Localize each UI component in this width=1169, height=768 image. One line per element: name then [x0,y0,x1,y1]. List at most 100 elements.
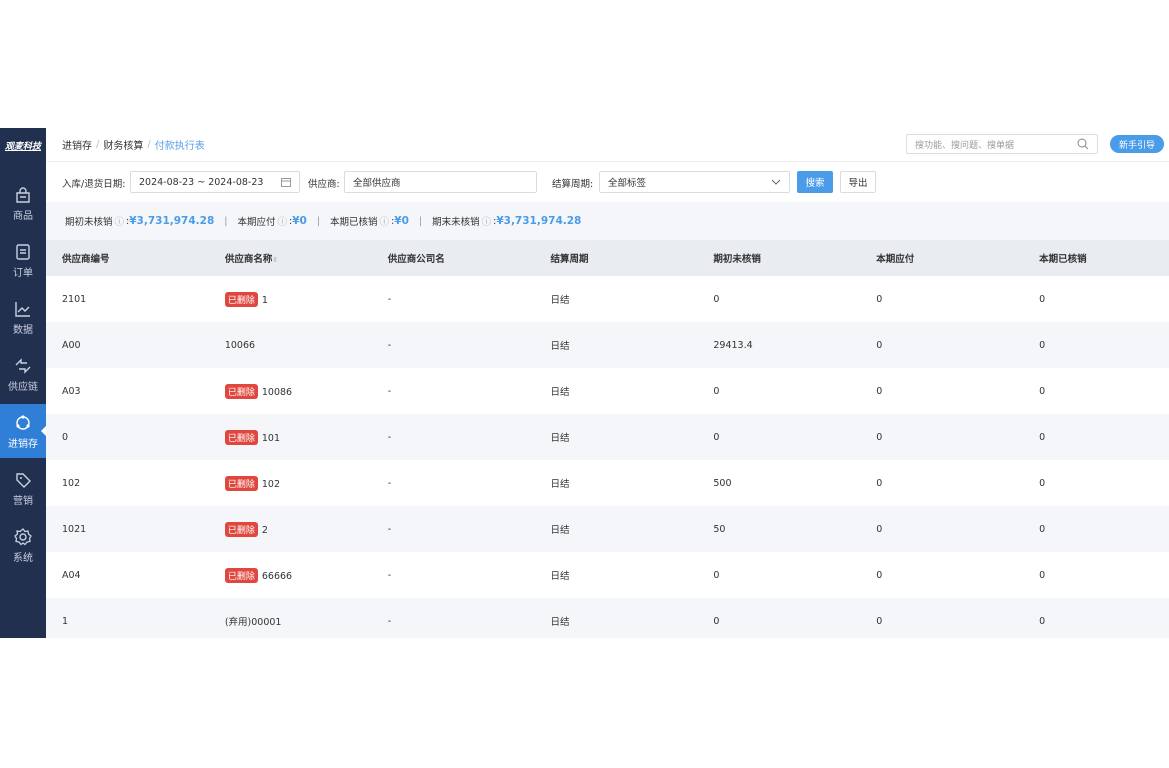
exchange-icon [15,357,31,374]
cell-cycle: 日结 [534,414,698,460]
deleted-badge: 已删除 [224,429,258,445]
cell-code: 2101 [62,293,87,305]
table-row[interactable]: A03 已删除 10086 - 日结 0 0 0 [46,368,1169,414]
cell-name: 已删除 101 [208,414,372,460]
sidebar-item-1[interactable]: 订单 [0,233,46,287]
cell-company: - [371,322,535,368]
sidebar-item-2[interactable]: 数据 [0,290,46,344]
cell-cycle: 日结 [550,571,570,582]
search-icon[interactable] [1077,138,1089,150]
summary-bar: 期初未核销 ⓘ: ¥3,731,974.28 | 本期应付 ⓘ: ¥0 | 本期已核销 ⓘ: ¥0 |… [46,202,1169,240]
cell-cycle: 日结 [534,598,698,638]
cell-settled: 0 [1023,414,1169,460]
filter-bar: 入库/退货日期: 2024-08-23 ~ 2024-08-23 供应商: 全部… [46,162,1169,202]
table-row[interactable]: 102 已删除 102 - 日结 500 0 0 [46,460,1169,506]
sidebar-item-4[interactable]: 进销存 [0,404,46,458]
help-icon[interactable]: ⓘ [481,217,492,228]
help-icon[interactable]: ⓘ [277,217,287,228]
cell-code: 102 [62,477,81,489]
table-row[interactable]: A04 已删除 66666 - 日结 0 0 0 [46,552,1169,598]
cell-opening: 500 [713,477,732,489]
sidebar-item-label: 订单 [13,267,33,279]
sidebar-item-5[interactable]: 营销 [0,461,46,515]
sidebar-item-label: 商品 [13,210,33,222]
app: 观麦科技 商品 订单 数据 供应链 进销存 营销 系统 进销存 / 财务核算 / 付款执行表 搜… [0,128,1169,638]
deleted-badge: 已删除 [224,567,258,583]
sidebar-item-6[interactable]: 系统 [0,518,46,572]
date-range-input[interactable]: 2024-08-23 ~ 2024-08-23 [130,171,300,193]
divider: | [316,215,321,227]
cell-payable: 0 [860,322,1024,368]
cell-payable: 0 [876,293,883,305]
cell-settled: 0 [1023,322,1169,368]
cell-opening: 0 [697,598,861,638]
cell-company: - [387,477,392,489]
cell-cycle: 日结 [534,322,698,368]
cell-settled: 0 [1039,477,1046,489]
table-row[interactable]: 1 (弃用)00001- 日结 0 0 0 [46,598,1169,638]
table-row[interactable]: 2101 已删除 1 - 日结 0 0 0 [46,276,1169,322]
cell-payable: 0 [860,414,1024,460]
inventory-icon [16,414,30,430]
cell-company: - [371,598,535,638]
help-icon[interactable]: ⓘ [379,217,390,228]
main: 进销存 / 财务核算 / 付款执行表 搜功能、搜问题、搜单据 新手引导 入库/退货日… [46,128,1169,638]
breadcrumb: 进销存 / 财务核算 / 付款执行表 搜功能、搜问题、搜单据 新手引导 [46,128,1169,162]
column-header: 供应商编号 [46,240,209,276]
column-header: 本期已核销 [1023,240,1169,276]
cell-opening: 50 [697,506,861,552]
deleted-badge: 已删除 [224,521,258,537]
deleted-badge: 已删除 [224,383,258,399]
table-row[interactable]: A00 10066- 日结 29413.4 0 0 [46,322,1169,368]
global-search-input[interactable]: 搜功能、搜问题、搜单据 [906,134,1098,154]
column-header: 结算周期 [534,240,698,276]
cell-company: - [371,414,535,460]
sort-icon[interactable]: ⇕ [272,256,279,264]
chart-icon [15,301,30,317]
sidebar-item-label: 供应链 [8,381,38,393]
divider: | [224,215,228,227]
column-header[interactable]: 供应商名称⇕ [208,240,372,276]
divider: | [418,215,423,227]
cell-payable: 0 [876,477,883,489]
search-button[interactable]: 搜索 [797,171,833,193]
cell-name: 已删除 1 [209,276,372,322]
sidebar-item-label: 进销存 [8,438,38,450]
column-header: 期初未核销 [697,240,861,276]
column-header: 本期应付 [860,240,1024,276]
cell-opening: 0 [697,414,861,460]
sidebar-item-3[interactable]: 供应链 [0,347,46,401]
guide-button[interactable]: 新手引导 [1110,135,1164,153]
summary-label: 期初未核销 [65,217,113,228]
help-icon[interactable]: ⓘ [114,217,125,228]
table-row[interactable]: 0 已删除 101- 日结 0 0 0 [46,414,1169,460]
cell-code: A03 [62,385,81,397]
sidebar-item-label: 系统 [13,552,33,564]
summary-value: ¥3,731,974.28 [496,215,582,227]
cell-cycle: 日结 [534,506,698,552]
date-label: 入库/退货日期: [62,179,126,190]
cycle-select[interactable]: 全部标签 [599,171,790,193]
sidebar-item-0[interactable]: 商品 [0,176,46,230]
cell-company: - [387,569,392,581]
cell-cycle: 日结 [550,479,570,490]
cell-code: A04 [62,569,81,581]
export-button[interactable]: 导出 [840,171,876,193]
breadcrumb-item[interactable]: 财务核算 [103,141,144,152]
sidebar-item-label: 营销 [13,495,33,507]
summary-label: 本期应付 [237,217,276,228]
chevron-down-icon [771,179,781,185]
cell-payable: 0 [860,506,1024,552]
cell-code: 1021 [46,506,209,552]
cell-code: 1 [46,598,209,638]
breadcrumb-item[interactable]: 进销存 [62,141,92,152]
supplier-input[interactable]: 全部供应商 [344,171,537,193]
cell-company: - [387,293,392,305]
column-header: 供应商公司名 [371,240,535,276]
table-row[interactable]: 1021 已删除 2- 日结 50 0 0 [46,506,1169,552]
cycle-label: 结算周期: [552,179,594,190]
summary-value: ¥3,731,974.28 [129,215,215,227]
cell-payable: 0 [860,598,1024,638]
calendar-icon [281,178,291,187]
cell-opening: 29413.4 [697,322,861,368]
